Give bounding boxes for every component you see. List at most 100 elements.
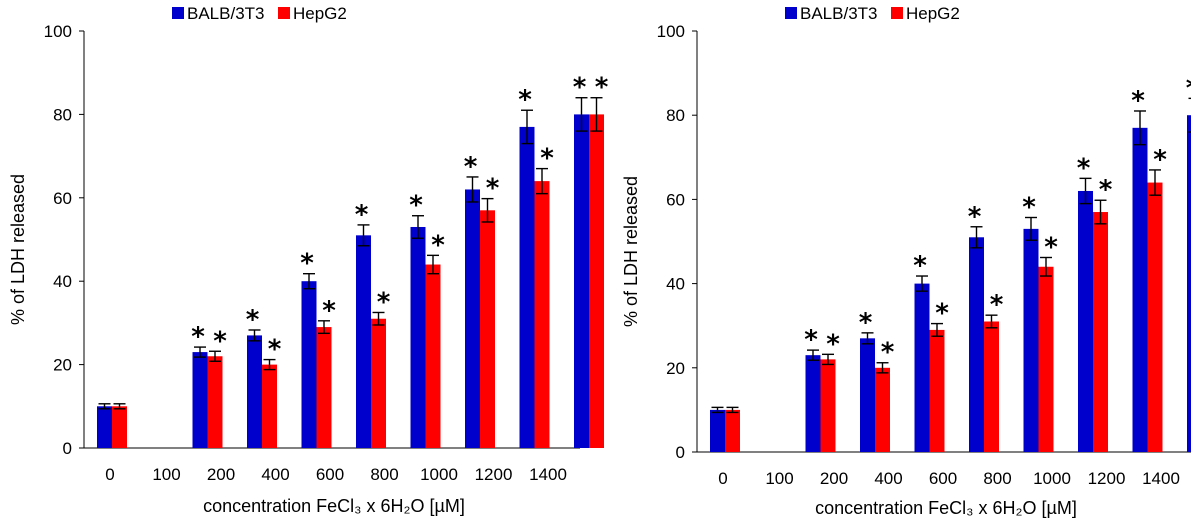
y-tick-label: 0	[676, 443, 685, 462]
x-tick-label: 800	[983, 469, 1011, 488]
bar-balb-3t3	[860, 338, 875, 452]
bar-hepg2	[112, 406, 127, 448]
legend-label: HepG2	[906, 4, 960, 23]
bar-hepg2	[534, 181, 550, 448]
y-tick-label: 80	[666, 106, 685, 125]
significance-star: *	[268, 335, 282, 365]
significance-star: *	[804, 325, 818, 355]
x-tick-label: 100	[765, 469, 793, 488]
legend-label: BALB/3T3	[187, 4, 265, 23]
significance-star: *	[409, 191, 423, 221]
x-tick-label: 1000	[1033, 469, 1071, 488]
bar-balb-3t3	[519, 126, 535, 448]
significance-star: *	[518, 85, 532, 115]
x-tick-label: 400	[261, 465, 289, 484]
y-tick-label: 60	[53, 189, 72, 208]
legend-swatch	[785, 7, 797, 19]
significance-star: *	[377, 287, 391, 317]
bar-hepg2	[725, 409, 740, 452]
x-tick-label: 1000	[420, 465, 458, 484]
x-tick-label: 1200	[1088, 469, 1126, 488]
bar-hepg2	[984, 321, 999, 452]
significance-star: *	[595, 73, 609, 103]
significance-star: *	[1153, 145, 1167, 175]
significance-star: *	[1131, 86, 1145, 116]
bar-hepg2	[929, 329, 945, 452]
y-tick-label: 40	[666, 275, 685, 294]
bar-balb-3t3	[247, 335, 262, 448]
chart-panel-2: 0 20 40 60 80 1000 100 * * 200 * * 400 * * 600 * * 800 * * 10…	[621, 4, 1191, 518]
bar-balb-3t3	[465, 189, 480, 448]
significance-star: *	[573, 73, 587, 103]
significance-star: *	[1186, 73, 1191, 103]
x-tick-label: 200	[207, 465, 235, 484]
legend-swatch	[891, 7, 903, 19]
significance-star: *	[322, 296, 336, 326]
x-tick-label: 0	[105, 465, 114, 484]
chart-panel-1: 0 20 40 60 80 1000 100 * * 200 * * 400 * * 600 * * 800 * * 10…	[8, 4, 609, 516]
bar-hepg2	[371, 318, 386, 448]
significance-star: *	[486, 174, 500, 204]
significance-star: *	[1099, 175, 1113, 205]
bar-balb-3t3	[97, 406, 112, 448]
bar-balb-3t3	[710, 409, 725, 452]
bar-hepg2	[875, 367, 890, 452]
bar-balb-3t3	[914, 283, 930, 452]
y-tick-label: 40	[53, 272, 72, 291]
x-tick-label: 600	[316, 465, 344, 484]
bar-balb-3t3	[805, 355, 821, 452]
y-tick-label: 100	[657, 22, 685, 41]
bar-balb-3t3	[969, 237, 984, 452]
significance-star: *	[540, 144, 554, 174]
significance-star: *	[246, 305, 260, 335]
bar-balb-3t3	[1132, 127, 1148, 452]
significance-star: *	[935, 299, 949, 329]
x-tick-label: 1400	[529, 465, 567, 484]
x-tick-label: 1200	[475, 465, 513, 484]
y-tick-label: 60	[666, 190, 685, 209]
bar-balb-3t3	[1023, 228, 1039, 452]
bar-balb-3t3	[1078, 190, 1093, 453]
bar-hepg2	[1147, 182, 1163, 452]
y-tick-label: 80	[53, 105, 72, 124]
significance-star: *	[990, 290, 1004, 320]
legend-swatch	[172, 7, 184, 19]
significance-star: *	[826, 329, 840, 359]
significance-star: *	[464, 152, 478, 182]
bar-hepg2	[262, 364, 277, 448]
y-tick-label: 20	[53, 356, 72, 375]
bar-balb-3t3	[574, 114, 589, 449]
x-tick-label: 400	[874, 469, 902, 488]
legend-label: BALB/3T3	[800, 4, 878, 23]
bar-balb-3t3	[356, 235, 371, 448]
significance-star: *	[355, 200, 369, 230]
bar-hepg2	[207, 356, 223, 448]
significance-star: *	[191, 322, 205, 352]
bar-balb-3t3	[192, 352, 208, 448]
bar-hepg2	[1093, 212, 1108, 452]
significance-star: *	[1077, 153, 1091, 183]
y-axis-title: % of LDH released	[621, 176, 641, 327]
significance-star: *	[213, 326, 227, 356]
bar-hepg2	[480, 210, 495, 448]
y-tick-label: 20	[666, 359, 685, 378]
y-tick-label: 100	[44, 22, 72, 41]
significance-star: *	[431, 230, 445, 260]
x-tick-label: 200	[820, 469, 848, 488]
significance-star: *	[1044, 232, 1058, 262]
x-axis-title: concentration FeCl₃ x 6H₂O [µM]	[815, 498, 1077, 518]
significance-star: *	[300, 249, 314, 279]
y-axis-title: % of LDH released	[8, 174, 28, 325]
bar-balb-3t3	[410, 226, 426, 448]
bar-balb-3t3	[301, 281, 317, 448]
x-tick-label: 1400	[1142, 469, 1180, 488]
legend-label: HepG2	[293, 4, 347, 23]
x-axis-title: concentration FeCl₃ x 6H₂O [µM]	[203, 496, 465, 516]
x-tick-label: 600	[929, 469, 957, 488]
significance-star: *	[881, 338, 895, 368]
x-tick-label: 100	[152, 465, 180, 484]
x-tick-label: 800	[370, 465, 398, 484]
bar-balb-3t3	[1187, 115, 1191, 452]
significance-star: *	[913, 251, 927, 281]
